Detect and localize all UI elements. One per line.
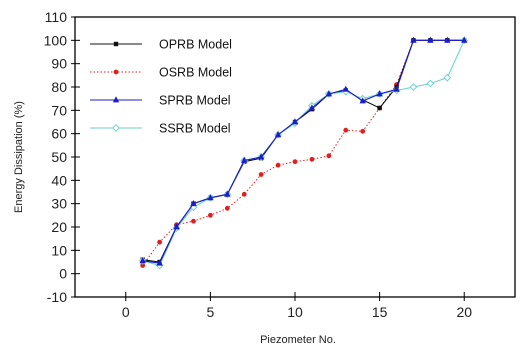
data-point (426, 79, 435, 88)
legend-marker (112, 124, 120, 132)
x-tick-label: 0 (122, 304, 130, 320)
data-point (275, 162, 281, 168)
data-point (360, 128, 366, 134)
x-tick-label: 20 (456, 304, 472, 320)
plot-area: -10 0 10 20 30 40 50 60 70 80 90 100 110 0 5 10 15 20 (44, 9, 516, 320)
y-tick-label: 50 (51, 149, 67, 165)
data-point (190, 199, 197, 207)
data-point (156, 259, 163, 266)
y-tick-label: -10 (47, 289, 67, 305)
series-line (142, 39, 465, 264)
legend-label: SSRB Model (159, 122, 231, 136)
y-tick-label: 100 (44, 32, 68, 48)
data-point (292, 159, 298, 165)
data-point (191, 218, 196, 224)
legend-label: OSRB Model (159, 66, 232, 80)
legend-marker (112, 96, 120, 103)
data-point (377, 105, 382, 111)
data-point (308, 104, 316, 111)
data-point (326, 153, 332, 159)
y-axis-title: Energy Dissipation (%) (13, 101, 25, 213)
legend-marker (113, 41, 119, 47)
data-point (241, 156, 248, 163)
data-point (224, 190, 231, 197)
data-point (393, 85, 400, 92)
data-point (443, 73, 452, 82)
y-tick-label: 40 (51, 172, 67, 188)
data-point (291, 118, 299, 125)
data-point (343, 127, 349, 133)
legend-label: SPRB Model (159, 94, 231, 108)
data-point (427, 36, 434, 43)
data-point (257, 153, 265, 160)
data-point (207, 194, 214, 201)
data-point (444, 36, 451, 43)
legend-label: OPRB Model (159, 38, 232, 52)
y-tick-label: 90 (51, 56, 67, 72)
data-point (224, 205, 230, 211)
data-point (409, 83, 418, 91)
data-point (325, 90, 333, 97)
legend: OPRB Model OSRB Model SPRB Model SSRB Model (90, 38, 232, 136)
data-point (342, 85, 349, 92)
data-point (376, 90, 383, 97)
series-line (142, 39, 465, 266)
y-tick-label: 70 (51, 102, 67, 118)
x-tick-label: 10 (287, 304, 303, 320)
x-tick-label: 5 (206, 304, 214, 320)
data-point (359, 97, 366, 104)
data-point (461, 36, 468, 43)
data-point (309, 156, 315, 162)
x-axis-title: Piezometer No. (260, 334, 336, 346)
legend-marker (113, 69, 119, 75)
y-tick-label: 0 (59, 266, 67, 282)
data-point (157, 239, 163, 245)
y-tick-label: 80 (51, 79, 67, 95)
y-tick-label: 60 (51, 126, 67, 142)
x-tick-label: 15 (372, 304, 388, 320)
legend-item: OSRB Model (90, 66, 232, 80)
data-point (241, 191, 247, 197)
data-point (140, 263, 146, 268)
series-sprb-model (139, 36, 468, 266)
legend-item: SSRB Model (90, 122, 231, 136)
legend-item: SPRB Model (90, 94, 231, 108)
legend-item: OPRB Model (90, 38, 232, 52)
data-point (139, 257, 146, 264)
data-point (410, 36, 417, 43)
y-tick-label: 110 (45, 9, 68, 25)
axes-frame (74, 16, 516, 298)
data-point (173, 223, 180, 230)
data-point (274, 131, 282, 138)
data-point (207, 212, 213, 218)
y-tick-label: 20 (51, 219, 67, 235)
y-tick-label: 10 (51, 242, 67, 258)
y-tick-label: 30 (51, 196, 67, 212)
data-point (258, 172, 264, 177)
